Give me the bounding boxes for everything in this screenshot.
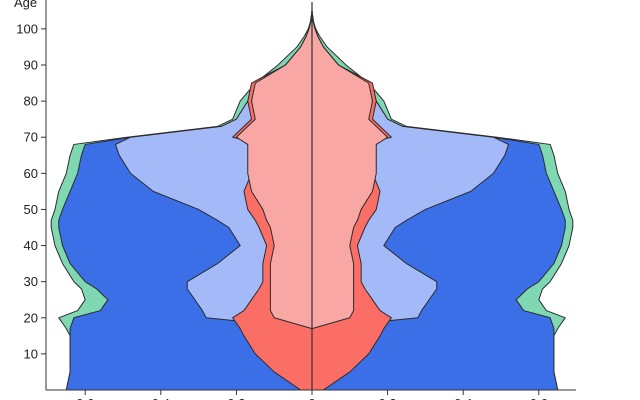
- y-tick-label: 30: [24, 274, 38, 289]
- y-tick-label: 50: [24, 202, 38, 217]
- y-tick-label: 10: [24, 346, 38, 361]
- x-tick-label: 0: [308, 396, 315, 400]
- x-tick-label: 0.4: [152, 396, 170, 400]
- x-axis-ticks: 0.6 0.4 0.2 0 0.2 0.4 0.6: [76, 390, 548, 400]
- y-tick-label: 100: [16, 21, 38, 36]
- y-tick-label: 40: [24, 238, 38, 253]
- x-tick-label: 0.6: [530, 396, 548, 400]
- y-tick-label: 80: [24, 94, 38, 109]
- y-tick-label: 90: [24, 58, 38, 73]
- x-tick-label: 0.4: [454, 396, 472, 400]
- y-tick-label: 70: [24, 130, 38, 145]
- y-tick-label: 20: [24, 310, 38, 325]
- y-axis-ticks: 10 20 30 40 50 60 70 80 90 100: [16, 21, 46, 361]
- x-tick-label: 0.2: [379, 396, 397, 400]
- y-tick-label: 60: [24, 166, 38, 181]
- x-tick-label: 0.6: [76, 396, 94, 400]
- x-tick-label: 0.2: [227, 396, 245, 400]
- y-axis-title: Age: [14, 0, 37, 10]
